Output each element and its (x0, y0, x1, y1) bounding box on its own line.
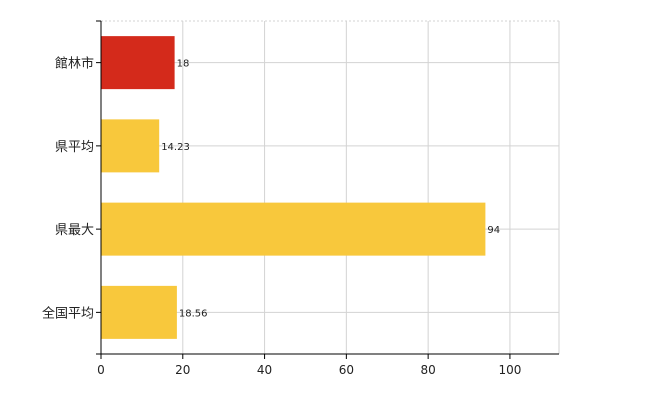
bar (101, 36, 175, 90)
data-label: 18 (177, 59, 190, 70)
axes (96, 20, 559, 359)
data-label: 18.56 (179, 308, 208, 319)
bars (101, 36, 486, 339)
x-tick-label: 0 (97, 363, 105, 377)
x-tick-label: 40 (257, 363, 272, 377)
bar (101, 119, 160, 173)
x-tick-label: 80 (421, 363, 436, 377)
category-label: 全国平均 (42, 305, 94, 321)
data-label: 94 (487, 225, 500, 236)
bar (101, 285, 177, 339)
x-tick-label: 60 (339, 363, 354, 377)
category-label: 館林市 (55, 56, 94, 72)
category-label: 県平均 (55, 140, 94, 155)
x-tick-label: 100 (498, 363, 521, 377)
data-label: 14.23 (161, 142, 190, 153)
x-tick-label: 20 (175, 363, 190, 377)
category-label: 県最大 (55, 223, 94, 238)
bar (101, 202, 486, 256)
